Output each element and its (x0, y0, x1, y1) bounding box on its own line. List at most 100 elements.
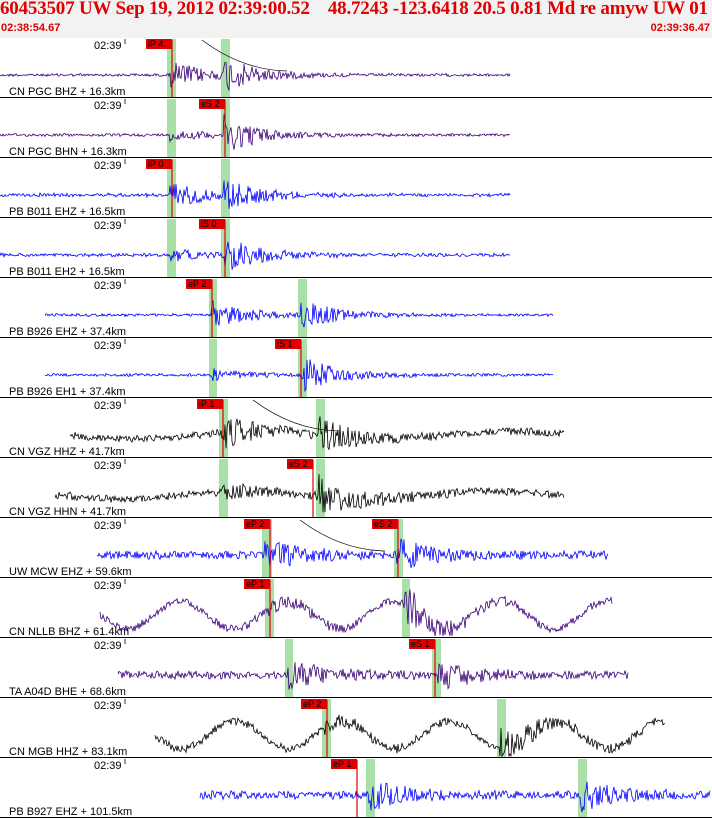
pick-flag[interactable] (244, 519, 270, 529)
station-label: CN PGC BHN + 16.3km (9, 146, 127, 158)
pick-label: eP 2 (246, 519, 264, 529)
trace-panel[interactable]: eS 2 02:39 CN VGZ HHN + 41.7km (0, 459, 712, 518)
pick-flag[interactable] (146, 39, 172, 49)
pick-flag[interactable] (331, 759, 357, 769)
trace-panel[interactable]: eP 1 02:39 PB B927 EHZ + 101.5km (0, 759, 712, 818)
waveform (154, 714, 666, 758)
station-label: PB B011 EHZ + 16.5km (9, 206, 125, 218)
seismogram-panels[interactable]: iP 4 02:39 CN PGC BHZ + 16.3km eS 2 02:39 CN … (0, 38, 712, 818)
minute-tick-label: 02:39 (94, 280, 122, 292)
trace-panel[interactable]: iS 0 02:39 PB B011 EH2 + 16.5km (0, 219, 712, 278)
trace-panel[interactable]: iP 0 02:39 PB B011 EHZ + 16.5km (0, 159, 712, 218)
window-start-time: 02:38:54.67 (1, 22, 61, 34)
waveform (99, 589, 613, 637)
time-window (402, 579, 410, 638)
station-label: PB B927 EHZ + 101.5km (9, 806, 132, 818)
pick-flag[interactable] (287, 459, 313, 469)
pick-label: iP 4 (148, 39, 163, 49)
pick-label: iS 1 (277, 339, 293, 349)
minute-tick-label: 02:39 (94, 100, 122, 112)
time-window (298, 279, 307, 338)
station-label: PB B926 EHZ + 37.4km (9, 326, 126, 338)
time-window (497, 699, 506, 758)
station-label: UW MCW EHZ + 59.6km (9, 566, 132, 578)
pick-flag[interactable] (244, 579, 270, 589)
trace-panel[interactable]: eP 2 eS 2 02:39 UW MCW EHZ + 59.6km (0, 519, 712, 578)
pick-label: eS 1 (411, 639, 430, 649)
pick-flag[interactable] (199, 219, 225, 229)
pick-flag[interactable] (199, 99, 225, 109)
pick2-label: eS 2 (374, 519, 393, 529)
station-label: CN PGC BHZ + 16.3km (9, 86, 125, 98)
minute-tick-label: 02:39 (94, 640, 122, 652)
pick-label: iP 0 (148, 159, 163, 169)
waveform (0, 241, 511, 270)
minute-tick-label: 02:39 (94, 700, 122, 712)
pick-label: iP 1 (199, 399, 214, 409)
travel-time-curve (299, 519, 386, 552)
time-window (285, 639, 293, 698)
station-label: CN VGZ HHZ + 41.7km (9, 446, 125, 458)
waveform (44, 359, 554, 393)
trace-panel[interactable]: iP 1 02:39 CN VGZ HHZ + 41.7km (0, 399, 712, 458)
waveform (0, 180, 511, 209)
time-window (316, 459, 325, 518)
minute-tick-label: 02:39 (94, 760, 122, 772)
station-label: CN NLLB BHZ + 61.4km (9, 626, 129, 638)
seismogram-canvas[interactable]: iP 4 02:39 CN PGC BHZ + 16.3km eS 2 02:39 CN … (0, 38, 712, 818)
waveform (0, 114, 511, 150)
pick-flag[interactable] (186, 279, 212, 289)
time-window (219, 459, 228, 518)
pick-label: eP 1 (333, 759, 351, 769)
pick-label: eS 2 (201, 99, 220, 109)
pick-flag[interactable] (409, 639, 435, 649)
time-window (432, 639, 441, 698)
pick-label: eP 2 (188, 279, 206, 289)
time-window (209, 339, 217, 398)
minute-tick-label: 02:39 (94, 220, 122, 232)
pick-label: eS 2 (289, 459, 308, 469)
waveform (96, 538, 609, 569)
minute-tick-label: 02:39 (94, 460, 122, 472)
time-window (298, 339, 307, 398)
waveform (0, 61, 511, 92)
pick2-flag[interactable] (372, 519, 398, 529)
minute-tick-label: 02:39 (94, 160, 122, 172)
minute-tick-label: 02:39 (94, 40, 122, 52)
trace-panel[interactable]: eP 2 02:39 CN MGB HHZ + 83.1km (0, 699, 712, 758)
waveform (69, 416, 565, 451)
pick-flag[interactable] (197, 399, 223, 409)
pick-label: eP 2 (303, 699, 321, 709)
minute-tick-label: 02:39 (94, 400, 122, 412)
trace-panel[interactable]: eS 1 02:39 TA A04D BHE + 68.6km (0, 639, 712, 698)
minute-tick-label: 02:39 (94, 340, 122, 352)
trace-panel[interactable]: eP 1 02:39 CN NLLB BHZ + 61.4km (0, 579, 712, 638)
pick-label: iS 0 (201, 219, 217, 229)
time-window (167, 219, 176, 278)
station-label: PB B011 EH2 + 16.5km (9, 266, 125, 278)
pick-flag[interactable] (275, 339, 301, 349)
pick-flag[interactable] (301, 699, 327, 709)
event-header: 60453507 UW Sep 19, 2012 02:39:00.52 48.… (0, 0, 712, 38)
time-window (366, 759, 375, 818)
waveform (199, 781, 711, 813)
event-title: 60453507 UW Sep 19, 2012 02:39:00.52 48.… (0, 0, 712, 19)
time-window (209, 279, 217, 338)
trace-panel[interactable]: iP 4 02:39 CN PGC BHZ + 16.3km (0, 39, 712, 98)
station-label: CN VGZ HHN + 41.7km (9, 506, 126, 518)
station-label: CN MGB HHZ + 83.1km (9, 746, 127, 758)
time-window (167, 99, 176, 158)
travel-time-curve (252, 399, 339, 432)
time-window (221, 39, 230, 98)
pick-flag[interactable] (146, 159, 172, 169)
station-label: PB B926 EH1 + 37.4km (9, 386, 125, 398)
time-window (221, 159, 230, 218)
waveform (54, 473, 565, 513)
trace-panel[interactable]: eS 2 02:39 CN PGC BHN + 16.3km (0, 99, 712, 158)
minute-tick-label: 02:39 (94, 520, 122, 532)
waveform (44, 299, 554, 328)
trace-panel[interactable]: iS 1 02:39 PB B926 EH1 + 37.4km (0, 339, 712, 398)
station-label: TA A04D BHE + 68.6km (9, 686, 126, 698)
waveform (117, 662, 629, 690)
trace-panel[interactable]: eP 2 02:39 PB B926 EHZ + 37.4km (0, 279, 712, 338)
